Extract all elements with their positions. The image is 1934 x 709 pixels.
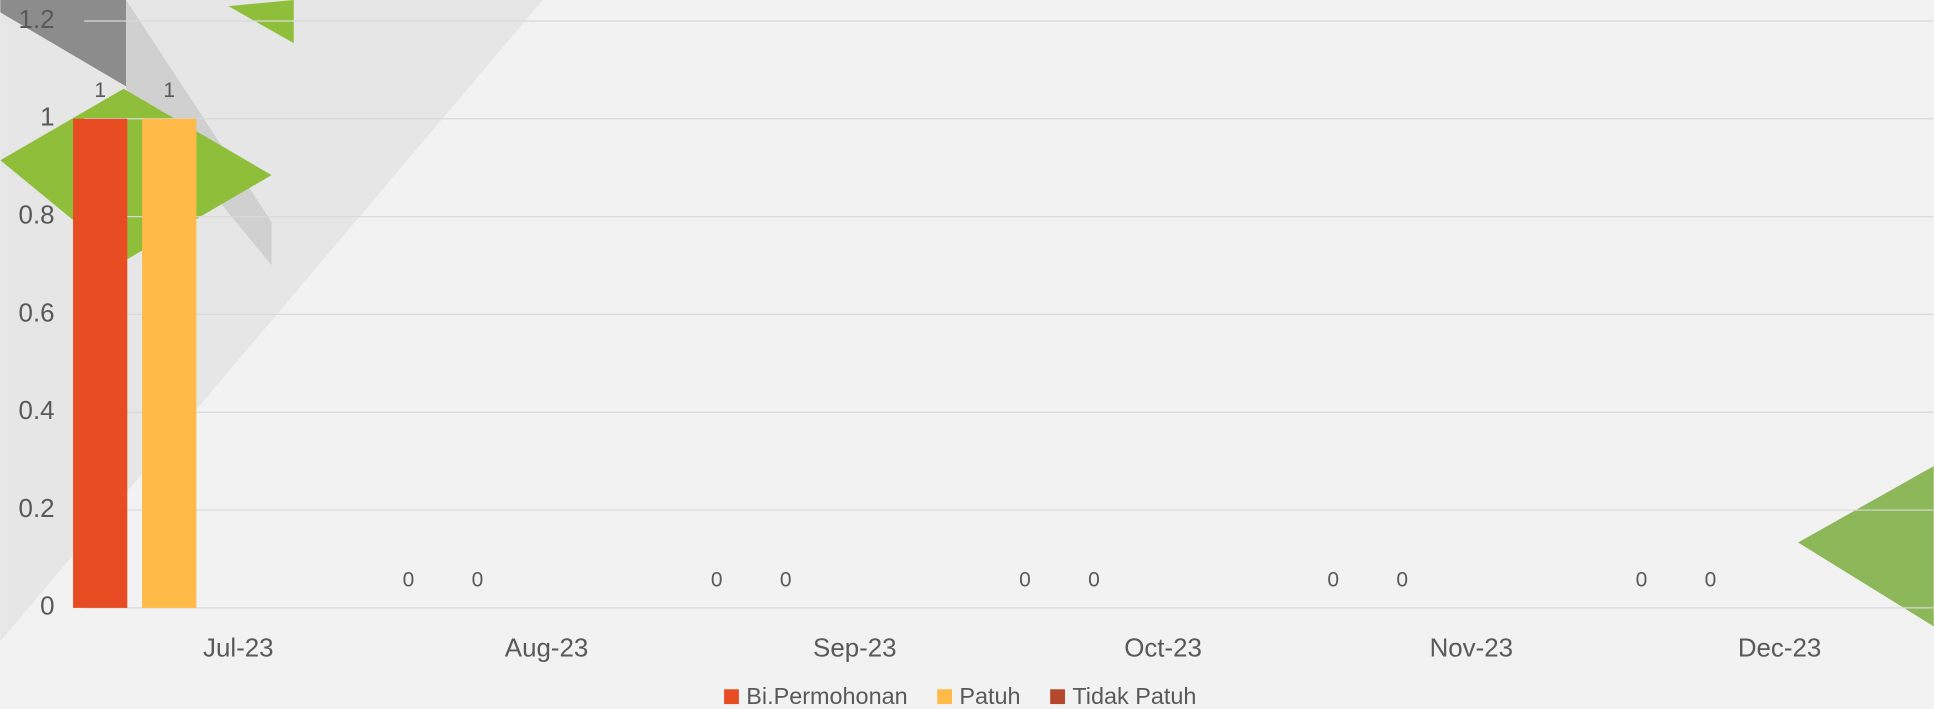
data-label: 0 [1396, 568, 1408, 591]
data-label: 0 [403, 568, 415, 591]
y-tick-label: 0.6 [19, 299, 55, 327]
data-label: 0 [1327, 568, 1339, 591]
chart: 0 0.2 0.4 0.6 0.8 1 1.2 Jul-23 1 1 Aug-23 0 0 Sep-23 0… [0, 0, 1934, 709]
data-label: 0 [472, 568, 484, 591]
x-tick-label: Sep-23 [813, 635, 896, 663]
y-tick-label: 0.8 [19, 201, 55, 229]
data-label: 0 [1705, 568, 1717, 591]
x-tick-label: Nov-23 [1430, 635, 1513, 663]
page: 0 0.2 0.4 0.6 0.8 1 1.2 Jul-23 1 1 Aug-23 0 0 Sep-23 0… [0, 0, 1934, 709]
legend-label: Patuh [959, 683, 1020, 709]
data-label: 0 [1088, 568, 1100, 591]
x-tick-label: Dec-23 [1738, 635, 1821, 663]
data-label: 1 [163, 79, 175, 102]
legend-swatch [1050, 689, 1065, 704]
data-label: 0 [711, 568, 723, 591]
legend-swatch [937, 689, 952, 704]
legend-swatch [724, 689, 739, 704]
data-label: 1 [94, 79, 106, 102]
y-tick-label: 0 [40, 593, 54, 621]
data-label: 0 [1636, 568, 1648, 591]
x-tick-label: Aug-23 [505, 635, 588, 663]
y-tick-label: 0.4 [19, 397, 55, 425]
y-tick-label: 1 [40, 104, 54, 132]
y-tick-label: 0.2 [19, 495, 55, 523]
data-label: 0 [780, 568, 792, 591]
legend-label: Bi.Permohonan [746, 683, 907, 709]
bar [142, 119, 196, 608]
x-tick-label: Oct-23 [1124, 635, 1202, 663]
y-tick-label: 1.2 [19, 6, 55, 34]
legend-label: Tidak Patuh [1072, 683, 1196, 709]
bar [73, 119, 127, 608]
data-label: 0 [1019, 568, 1031, 591]
x-tick-label: Jul-23 [203, 635, 273, 663]
